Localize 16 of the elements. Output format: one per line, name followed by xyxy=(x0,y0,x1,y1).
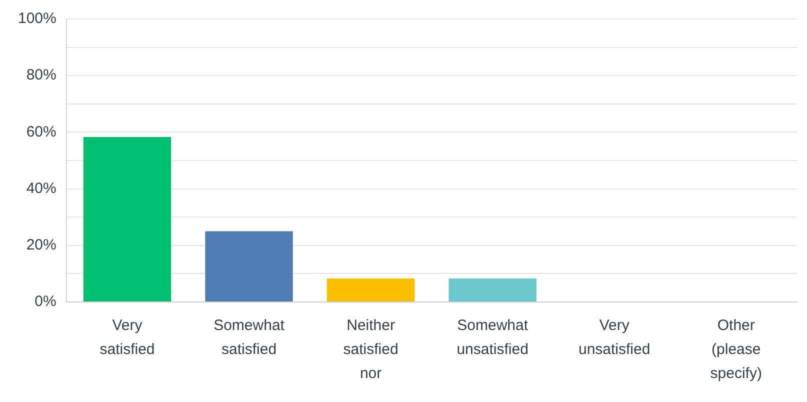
bar xyxy=(448,278,536,302)
bar xyxy=(326,278,415,302)
y-tick-label: 0% xyxy=(34,293,56,310)
x-tick-label: Neither satisfied nor xyxy=(343,317,398,382)
x-tick-label: Somewhat unsatisfied xyxy=(456,317,529,358)
y-tick-label: 100% xyxy=(18,10,56,28)
y-tick-label: 60% xyxy=(26,123,56,140)
y-tick-label: 20% xyxy=(26,236,56,254)
y-tick-label: 40% xyxy=(26,180,56,197)
x-tick-label: Very unsatisfied xyxy=(578,317,650,358)
x-tick-label: Somewhat satisfied xyxy=(214,317,286,358)
x-tick-label: Other (please specify) xyxy=(710,317,762,382)
y-tick-label: 80% xyxy=(26,66,56,84)
bar xyxy=(205,231,293,302)
bar xyxy=(83,137,172,302)
x-tick-label: Very satisfied xyxy=(100,317,155,358)
